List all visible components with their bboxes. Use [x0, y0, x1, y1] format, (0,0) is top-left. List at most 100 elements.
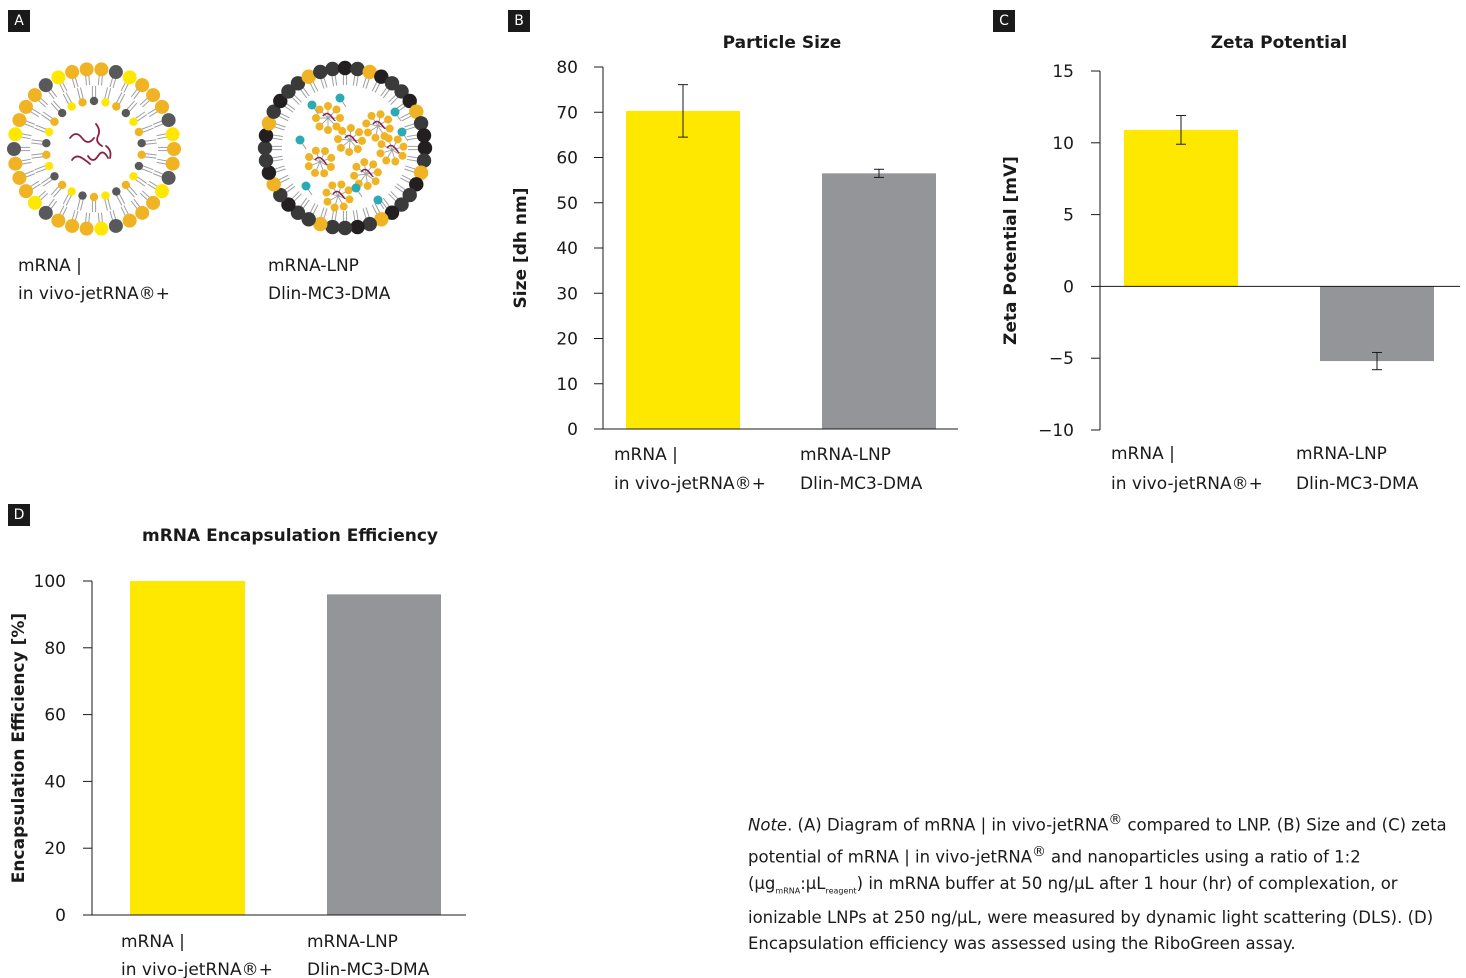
- core-lipid-head: [315, 105, 324, 114]
- category-label-d-1: mRNA |: [121, 932, 185, 952]
- lipid-head: [94, 221, 109, 236]
- core-lipid-head: [344, 186, 353, 195]
- lipid-head: [374, 69, 389, 84]
- core-lipid-head: [320, 147, 329, 156]
- y-tick-label-d: 0: [55, 906, 66, 926]
- lipid-head: [362, 216, 377, 232]
- lipid-head: [155, 99, 170, 114]
- core-lipid-head: [350, 171, 359, 180]
- core-lipid-head: [311, 146, 320, 155]
- lipid-head: [101, 191, 110, 200]
- lipid-head: [416, 128, 432, 143]
- cholesterol-head: [397, 127, 407, 137]
- category-label-d-2: mRNA-LNP: [307, 932, 398, 952]
- lipid-head: [67, 102, 76, 111]
- y-tick-label-d: 100: [34, 572, 66, 592]
- core-lipid-head: [345, 195, 354, 204]
- lipid-head: [51, 70, 66, 85]
- lipid-head: [108, 218, 123, 233]
- lipid-head: [18, 184, 33, 199]
- lipid-head: [8, 156, 23, 171]
- mrna-jetrna-particle-diagram: [7, 62, 181, 236]
- lipid-head: [167, 142, 181, 156]
- lipid-head: [161, 113, 176, 128]
- lipid-head: [57, 108, 67, 118]
- core-lipid-head: [334, 135, 343, 144]
- core-lipid-head: [323, 197, 332, 206]
- lipid-head: [42, 139, 51, 148]
- note-reg-2: ®: [1032, 844, 1046, 860]
- cholesterol-head: [307, 100, 317, 110]
- lipid-head: [313, 216, 328, 232]
- note-sub-2: reagent: [825, 886, 857, 896]
- core-lipid-head: [328, 181, 337, 190]
- lipid-head: [122, 213, 137, 228]
- lipid-head: [57, 180, 67, 190]
- lipid-head: [261, 165, 277, 180]
- note-lead: Note: [748, 815, 788, 835]
- core-lipid-head: [399, 142, 408, 151]
- core-lipid-head: [339, 202, 348, 211]
- core-lipid-head: [357, 136, 366, 145]
- y-axis-label-d: Encapsulation Efficiency [%]: [9, 613, 29, 883]
- y-tick-label-d: 40: [44, 772, 66, 792]
- category-label-c-2: mRNA-LNP: [1296, 444, 1387, 464]
- lipid-head: [129, 172, 138, 181]
- lipid-head: [12, 170, 27, 185]
- lipid-head: [78, 191, 87, 200]
- lipid-head: [313, 64, 328, 80]
- lipid-head: [79, 221, 94, 236]
- diagram-a2-label: mRNA-LNP Dlin-MC3-DMA: [268, 252, 390, 308]
- core-lipid-head: [384, 115, 393, 124]
- lipid-head: [108, 65, 123, 80]
- lipid-head: [416, 153, 432, 168]
- lipid-head: [266, 177, 281, 192]
- mrna-strand: [344, 134, 358, 143]
- core-lipid-head: [363, 128, 372, 137]
- lipid-head: [281, 84, 296, 99]
- mrna-strand: [95, 123, 103, 147]
- y-tick-label-b: 50: [556, 194, 578, 214]
- lipid-head: [409, 177, 424, 192]
- lipid-head: [337, 220, 353, 236]
- lipid-head: [65, 65, 80, 80]
- bar-c-2: [1320, 286, 1434, 362]
- mrna-strand: [314, 156, 328, 165]
- core-lipid-head: [371, 133, 380, 142]
- core-lipid-head: [363, 181, 372, 190]
- lipid-head: [161, 170, 176, 185]
- lipid-head: [122, 70, 137, 85]
- lipid-head: [112, 102, 121, 111]
- core-lipid-head: [324, 102, 332, 110]
- y-tick-label-b: 40: [556, 239, 578, 259]
- panel-c-badge: C: [993, 10, 1015, 32]
- lipid-head: [65, 218, 80, 233]
- lipid-head: [374, 212, 389, 227]
- category-label-b-2: Dlin-MC3-DMA: [800, 474, 923, 494]
- y-tick-label-d: 80: [44, 639, 66, 659]
- panel-a-badge: A: [8, 10, 30, 32]
- lipid-head: [266, 104, 281, 119]
- core-lipid-head: [345, 147, 354, 156]
- lipid-head: [384, 76, 400, 91]
- chart-title-b: Particle Size: [723, 33, 842, 53]
- mrna-strand: [372, 120, 386, 129]
- category-label-c-1: in vivo-jetRNA®+: [1111, 474, 1263, 494]
- core-lipid-head: [315, 122, 324, 131]
- error-bar-c-2: [1372, 351, 1382, 371]
- y-tick-label-c: −10: [1038, 421, 1074, 441]
- core-lipid-head: [304, 162, 313, 171]
- core-lipid-head: [320, 169, 329, 178]
- panel-b-badge: B: [508, 10, 530, 32]
- error-bar-b-1: [678, 84, 688, 138]
- bar-c-1: [1124, 129, 1238, 287]
- lipid-head: [409, 104, 424, 119]
- note-text-4: :μL: [800, 874, 826, 893]
- note-text-3: and nanoparticles using a ratio of 1:2 (…: [748, 847, 1361, 894]
- mrna-strand: [386, 144, 400, 153]
- category-label-b-1: in vivo-jetRNA®+: [614, 474, 766, 494]
- lipid-head: [27, 195, 42, 210]
